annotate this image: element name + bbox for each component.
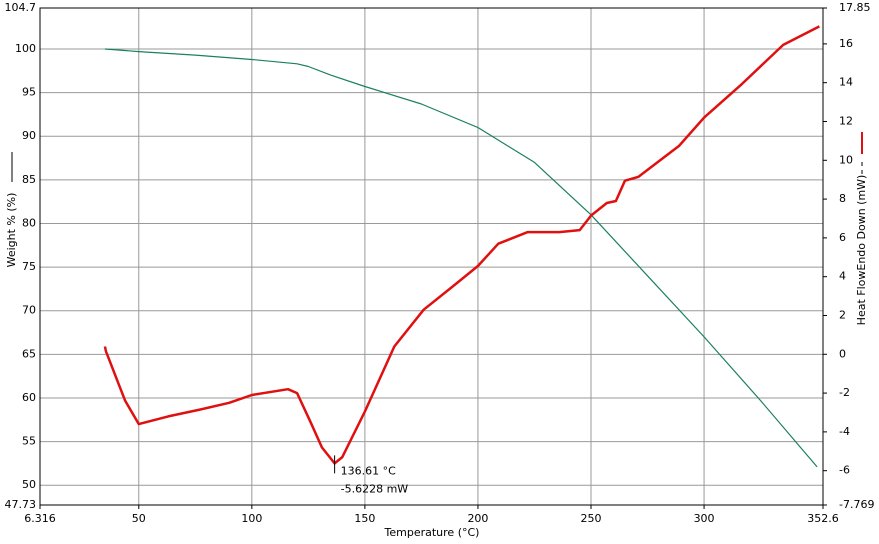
y2-tick-label: 8 [839, 192, 846, 205]
y2-tick-label: -6 [839, 464, 850, 477]
y-tick-label: 60 [22, 391, 36, 404]
x-axis-title: Temperature (°C) [384, 526, 480, 539]
y2-tick-label: 12 [839, 114, 853, 127]
x-tick-label: 352.6 [807, 512, 839, 525]
x-tick-label: 200 [467, 512, 488, 525]
y-tick-label: 85 [22, 173, 36, 186]
y2-axis-title-group: Heat FlowEndo Down (mW) [855, 132, 868, 325]
x-tick-label: 150 [354, 512, 375, 525]
y2-tick-label: 2 [839, 308, 846, 321]
annotation: 136.61 °C [341, 464, 396, 477]
y2-tick-label: 4 [839, 270, 846, 283]
y-tick-label: 55 [22, 435, 36, 448]
y2-tick-label: -4 [839, 425, 850, 438]
y2-tick-label: 16 [839, 37, 853, 50]
y-tick-label: 65 [22, 347, 36, 360]
y-tick-label: 80 [22, 216, 36, 229]
y-tick-label: 70 [22, 304, 36, 317]
y-tick-label: 100 [15, 42, 36, 55]
y2-tick-label: 10 [839, 153, 853, 166]
y-tick-label: 75 [22, 260, 36, 273]
y2-tick-label: 17.85 [839, 1, 871, 14]
x-tick-label: 300 [694, 512, 715, 525]
x-tick-label: 50 [132, 512, 146, 525]
x-tick-label: 6.316 [24, 512, 56, 525]
x-tick-label: 100 [241, 512, 262, 525]
series-line [103, 25, 820, 465]
y-tick-label: 90 [22, 129, 36, 142]
y2-tick-label: -2 [839, 386, 850, 399]
y2-tick-label: 14 [839, 76, 853, 89]
y2-tick-label: -7.769 [839, 498, 874, 511]
y-tick-label: 95 [22, 86, 36, 99]
plot-frame [39, 7, 824, 506]
y2-tick-label: 0 [839, 347, 846, 360]
annotation: -5.6228 mW [341, 482, 409, 495]
y-tick-label: 50 [22, 478, 36, 491]
series-line [104, 48, 818, 468]
y-axis-title: Weight % (%) [5, 193, 18, 268]
y2-axis-title: Heat FlowEndo Down (mW) [855, 175, 868, 326]
y-tick-label: 104.7 [5, 1, 37, 14]
y-axis-title-group: Weight % (%) [5, 152, 18, 267]
y2-tick-label: 6 [839, 231, 846, 244]
x-tick-label: 250 [581, 512, 602, 525]
y-tick-label: 47.73 [5, 498, 37, 511]
